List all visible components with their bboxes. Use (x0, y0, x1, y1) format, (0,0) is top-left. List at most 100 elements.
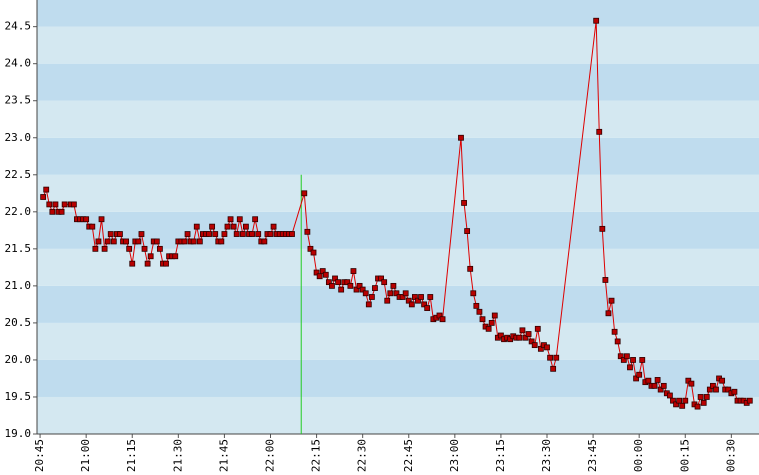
background-band (37, 63, 759, 101)
data-point (141, 245, 148, 252)
data-point (209, 223, 216, 230)
data-point (153, 238, 160, 245)
data-point (611, 328, 618, 335)
data-point (329, 282, 335, 289)
data-point (633, 375, 640, 382)
data-point (596, 128, 603, 135)
data-point (356, 282, 363, 289)
y-tick-label: 23.5 (5, 94, 32, 107)
data-point (304, 228, 311, 235)
data-point (181, 238, 188, 245)
data-point (335, 279, 341, 286)
data-point (117, 231, 123, 237)
data-point (89, 223, 96, 230)
data-point (623, 353, 630, 360)
x-tick-label: 21:00 (79, 439, 92, 472)
data-point (697, 394, 704, 400)
data-point (498, 332, 504, 339)
data-point (147, 253, 154, 260)
data-point (40, 194, 47, 200)
data-point (602, 277, 609, 283)
y-tick-label: 22.5 (5, 168, 32, 181)
background-band (37, 137, 759, 175)
data-point (719, 377, 726, 384)
data-point (138, 231, 145, 237)
data-point (221, 231, 228, 237)
data-point (593, 17, 600, 24)
data-point (92, 245, 99, 252)
data-point (107, 231, 114, 237)
background-band (37, 248, 759, 286)
data-point (372, 285, 378, 291)
data-point (163, 260, 169, 267)
y-tick-label: 24.0 (5, 57, 32, 70)
data-point (479, 316, 486, 323)
data-point (461, 200, 467, 206)
data-point (670, 397, 676, 404)
data-point (476, 308, 483, 315)
data-point (550, 365, 557, 372)
data-point (731, 388, 738, 395)
x-tick-label: 21:30 (171, 439, 184, 472)
data-point (243, 223, 249, 230)
data-point (49, 208, 56, 215)
data-point (212, 231, 219, 237)
data-point (233, 231, 240, 237)
data-point (332, 275, 338, 282)
data-point (418, 294, 424, 300)
data-point (378, 275, 385, 282)
y-tick-label: 21.5 (5, 242, 32, 255)
data-point (325, 279, 332, 286)
data-point (267, 231, 274, 237)
x-tick-label: 21:15 (125, 439, 138, 472)
data-point (458, 134, 464, 141)
data-point (344, 279, 351, 286)
data-point (196, 238, 203, 245)
data-point (123, 238, 129, 245)
x-tick-label: 22:45 (402, 439, 415, 472)
background-band (37, 322, 759, 360)
data-point (620, 357, 627, 363)
data-point (706, 386, 713, 393)
data-point (470, 290, 477, 297)
data-point (301, 190, 308, 197)
data-point (614, 338, 621, 345)
data-point (126, 245, 133, 252)
data-point (393, 290, 400, 297)
data-point (525, 331, 532, 337)
y-tick-label: 23.0 (5, 131, 32, 144)
data-point (359, 286, 366, 293)
data-point (362, 290, 369, 297)
data-point (528, 338, 535, 345)
y-tick-label: 20.5 (5, 316, 32, 329)
data-point (599, 225, 606, 232)
data-point (439, 316, 446, 323)
data-point (350, 268, 357, 274)
x-tick-label: 22:15 (310, 439, 323, 472)
axes: 19.0 19.5 20.0 20.5 21.0 21.5 22.0 22.5 23.0 23.5… (5, 0, 759, 472)
data-point (411, 294, 418, 300)
background-band (37, 26, 759, 64)
data-point (270, 223, 277, 230)
data-point (289, 231, 295, 237)
data-point (660, 382, 667, 389)
data-point (700, 399, 707, 406)
data-point (255, 231, 262, 237)
background-band (37, 0, 759, 27)
data-point (43, 186, 50, 193)
data-point (553, 354, 560, 361)
data-point (710, 382, 716, 389)
x-tick-label: 00:00 (632, 439, 645, 472)
data-point (156, 245, 163, 252)
data-point (110, 238, 117, 245)
data-point (415, 297, 421, 304)
y-tick-label: 21.0 (5, 279, 32, 292)
data-point (98, 216, 105, 223)
data-point (491, 312, 498, 319)
data-point (368, 294, 375, 300)
data-point (387, 290, 394, 297)
data-point (676, 397, 683, 404)
data-point (519, 327, 526, 334)
data-point (104, 238, 111, 245)
data-point (608, 297, 615, 304)
